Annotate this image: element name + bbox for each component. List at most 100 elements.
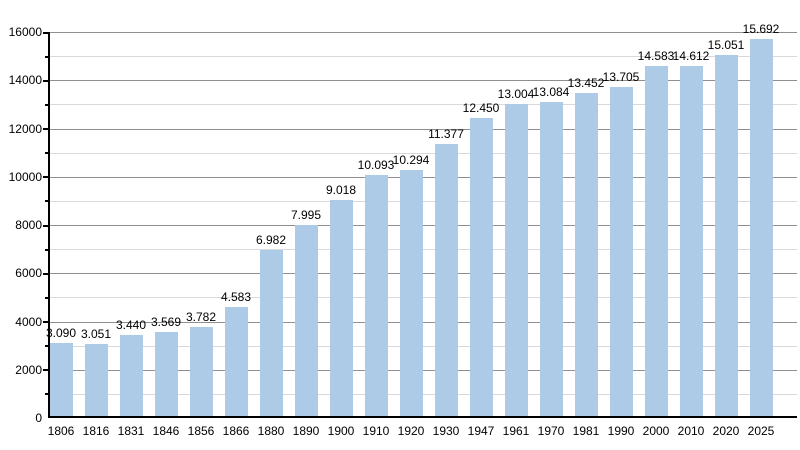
x-axis-tick-label: 1981 [572, 424, 600, 438]
bar-2020 [714, 54, 738, 418]
x-axis-tick-label: 2000 [642, 424, 670, 438]
x-axis-tick-label: 1910 [362, 424, 390, 438]
bar-value-label: 15.692 [742, 22, 780, 37]
y-axis-tick-label: 10000 [8, 169, 42, 184]
x-axis-tick-label: 1970 [537, 424, 565, 438]
x-axis-tick-label: 1831 [117, 424, 145, 438]
gridline-minor [48, 152, 797, 154]
bar-value-label: 6.982 [255, 232, 287, 247]
x-axis-tick-label: 1900 [327, 424, 355, 438]
bar-1981 [574, 93, 598, 418]
bar-value-label: 3.051 [80, 327, 112, 342]
bar-value-label: 14.612 [672, 48, 710, 63]
gridline-major [48, 369, 797, 371]
y-axis-minor-tick [45, 200, 50, 203]
x-axis-tick-label: 1920 [397, 424, 425, 438]
bar-value-label: 9.018 [325, 183, 357, 198]
y-axis-major-tick [43, 31, 50, 34]
x-axis-tick-label: 2025 [747, 424, 775, 438]
gridline-minor [48, 393, 797, 395]
y-axis-major-tick [43, 128, 50, 130]
gridline-minor [48, 345, 797, 347]
bar-1890 [294, 225, 318, 418]
y-axis-minor-tick [45, 103, 50, 106]
bar-2025 [749, 39, 773, 418]
bar-value-label: 12.450 [462, 100, 500, 115]
bar-1846 [154, 331, 178, 418]
gridline-major [48, 32, 797, 33]
y-axis-minor-tick [45, 55, 50, 58]
gridline-major [48, 273, 797, 275]
y-axis-tick-label: 2000 [15, 362, 42, 377]
y-axis-tick-label: 14000 [8, 73, 42, 88]
bar-value-label: 3.440 [115, 318, 147, 333]
bar-1910 [364, 174, 388, 418]
bar-value-label: 10.294 [392, 152, 430, 167]
y-axis-minor-tick [45, 393, 50, 396]
y-axis-tick-label: 8000 [15, 218, 42, 232]
x-axis-tick-label: 1890 [292, 424, 320, 438]
gridline-minor [48, 104, 797, 106]
x-axis-tick-label: 2020 [712, 424, 740, 438]
y-axis-major-tick [43, 176, 50, 179]
gridline-minor [48, 56, 797, 58]
x-axis-tick-label: 1856 [187, 424, 215, 438]
bar-value-label: 13.705 [602, 70, 640, 85]
bar-1816 [84, 344, 108, 418]
bar-value-label: 11.377 [428, 126, 464, 141]
x-axis-tick-label: 1947 [467, 424, 495, 438]
y-axis-tick-label: 4000 [15, 314, 42, 329]
x-axis-tick-label: 1880 [257, 424, 285, 438]
bar-1990 [609, 87, 633, 418]
y-axis-line [48, 32, 50, 418]
x-axis-tick-label: 1961 [502, 424, 530, 438]
bar-value-label: 14.583 [637, 49, 675, 64]
bar-value-label: 4.583 [220, 290, 252, 305]
bar-1866 [224, 307, 248, 418]
gridline-major [48, 321, 797, 323]
bar-value-label: 13.452 [567, 76, 605, 91]
bar-1831 [119, 335, 143, 418]
bar-1930 [434, 143, 458, 418]
bar-value-label: 13.084 [532, 85, 570, 100]
y-axis-minor-tick [45, 345, 50, 348]
bar-1806 [49, 343, 73, 418]
y-axis-tick-label: 12000 [8, 121, 42, 136]
y-axis-minor-tick [45, 248, 50, 251]
bar-2000 [644, 66, 668, 418]
x-axis-tick-label: 1930 [432, 424, 460, 438]
bar-value-label: 3.569 [150, 314, 182, 329]
gridline-major [48, 225, 797, 226]
y-axis-major-tick [43, 321, 50, 323]
bar-1880 [259, 249, 283, 418]
x-axis-tick-label: 1816 [82, 424, 110, 438]
bar-1961 [504, 104, 528, 418]
y-axis-major-tick [43, 79, 50, 82]
y-axis-tick-label: 6000 [15, 266, 42, 281]
gridline-major [48, 128, 797, 130]
y-axis-tick-label: 16000 [8, 25, 42, 39]
plot-area: 0 2000 4000 6000 8000 10000 12000 14000 16000 3.0… [9, 23, 797, 438]
y-axis-major-tick [43, 224, 50, 227]
y-axis-tick-label: 0 [35, 411, 42, 425]
y-axis-minor-tick [45, 296, 50, 299]
bar-value-label: 15.051 [707, 37, 745, 52]
bar-value-label: 3.782 [185, 309, 217, 324]
bar-1947 [469, 117, 493, 418]
x-axis-tick-label: 1990 [607, 424, 635, 438]
gridline-major [48, 176, 797, 178]
bar-1900 [329, 200, 353, 418]
gridline-minor [48, 249, 797, 251]
bar-1856 [189, 326, 213, 418]
gridline-major [48, 80, 797, 82]
bar-value-label: 7.995 [290, 208, 322, 223]
y-axis-major-tick [43, 272, 50, 275]
gridline-minor [48, 200, 797, 202]
x-axis-tick-label: 1846 [152, 424, 180, 438]
bar-value-label: 13.004 [497, 87, 535, 102]
x-axis-tick-label: 1866 [222, 424, 250, 438]
x-axis-line [48, 416, 797, 418]
bar-1970 [539, 102, 563, 418]
bar-2010 [679, 65, 703, 418]
